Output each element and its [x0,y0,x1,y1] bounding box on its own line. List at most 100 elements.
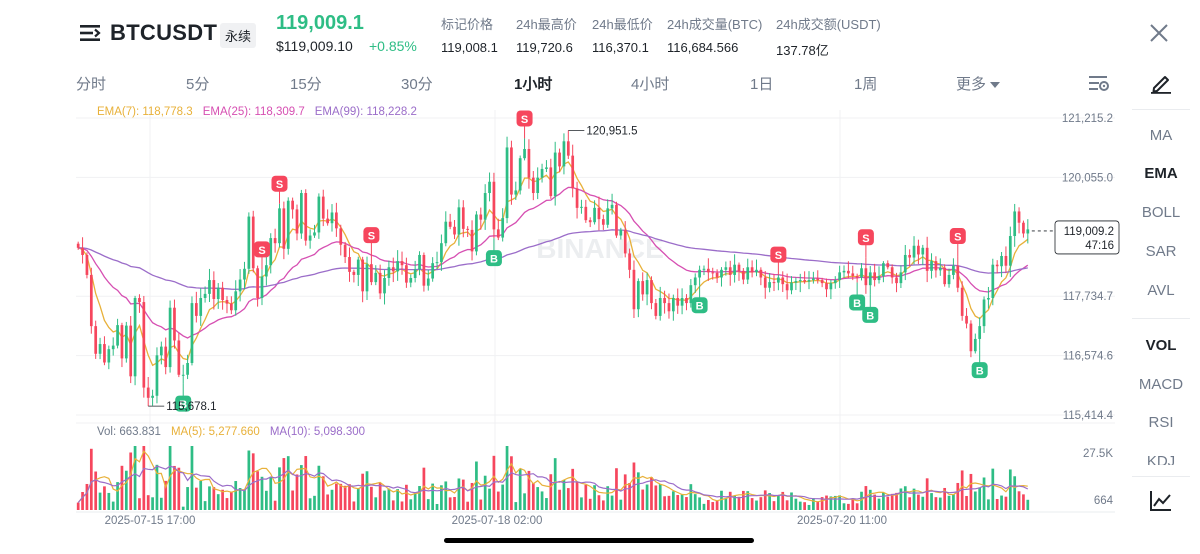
candle-body [693,277,697,286]
volume-bar [479,499,483,510]
volume-bar [396,489,400,510]
depth-chart-icon[interactable] [1149,490,1173,512]
candle-body [199,297,203,316]
chart-settings-icon[interactable] [1088,73,1110,93]
tab-5m[interactable]: 5分 [186,76,210,93]
candle-body [816,278,820,281]
candle-body [168,307,172,368]
candle-body [921,247,925,255]
tab-1d[interactable]: 1日 [750,76,774,93]
perpetual-badge: 永续 [220,23,257,48]
volume-bar [593,485,596,510]
volume-bar [111,501,115,510]
stat-value: 116,684.566 [667,40,739,55]
volume-bar [820,497,824,510]
volume-bar [225,498,229,510]
candle-body [706,268,710,273]
candle-body [85,254,89,275]
volume-bar [536,487,540,510]
menu-icon[interactable] [80,24,102,42]
tab-4h[interactable]: 4小时 [631,76,670,93]
volume-bar [243,489,246,510]
stat-label: 24h成交量(BTC) [667,17,763,32]
candle-body [689,285,693,304]
candle-body [304,193,308,241]
tab-15m[interactable]: 15分 [290,76,322,93]
volume-bar [461,479,465,510]
tab-30m[interactable]: 30分 [401,76,433,93]
draw-pen-icon[interactable] [1150,72,1172,94]
indicator-kdj[interactable]: KDJ [1146,453,1176,465]
volume-bar [610,495,614,510]
candle-body [186,363,189,375]
candles [76,130,1030,407]
price-tick-label: 120,055.0 [1062,172,1113,184]
volume-bar [706,500,710,510]
volume-bar [545,498,548,510]
close-icon[interactable] [1148,22,1170,44]
candle-body [952,265,955,275]
indicator-avl[interactable]: AVL [1147,282,1175,299]
marker-badge [363,227,380,244]
candle-body [370,264,373,283]
ema-legend-item: EMA(7): 118,778.3 [97,106,193,118]
candle-body [111,345,115,350]
volume-bar [1017,491,1021,510]
candle-body [326,218,329,224]
volume-bar [654,485,658,510]
volume-bar [890,493,894,510]
stat-24h-volume-btc: 24h成交量(BTC) 116,684.566 [667,14,762,55]
candle-body [562,141,566,167]
candle-body [247,216,251,269]
candle-body [483,193,487,220]
candle-body [702,268,706,270]
tab-1w[interactable]: 1周 [854,76,878,93]
marker-letter: S [775,250,782,262]
volume-bar [571,468,575,510]
volume-bar [588,498,592,510]
volume-bar [912,488,916,510]
tab-time-sharing[interactable]: 分时 [76,76,107,93]
candle-body [181,374,185,376]
low-label: 115,678.1 [166,401,216,413]
candle-body [1013,211,1017,237]
volume-bar [295,474,299,510]
volume-bar [882,492,885,510]
stat-mark-price: 标记价格 119,008.1 [441,14,498,55]
header: BTCUSDT 永续 119,009.1 $119,009.10 +0.85% … [0,0,1200,62]
candle-body [265,265,268,277]
indicator-sar[interactable]: SAR [1145,243,1177,260]
indicator-ema[interactable]: EMA [1144,165,1178,182]
volume-bar [387,488,391,510]
volume-bar [313,495,316,510]
candle-body [321,196,325,219]
marker-letter: S [276,179,283,191]
candle-body [606,208,610,225]
indicator-rsi[interactable]: RSI [1148,414,1174,431]
candle-body [361,259,364,292]
indicator-ma[interactable]: MA [1149,127,1173,144]
indicator-macd[interactable]: MACD [1138,376,1184,393]
volume-bar [194,487,198,510]
marker-badge [857,229,874,246]
candle-body [356,259,360,275]
candle-body [807,280,811,282]
tab-1h[interactable]: 1小时 [514,76,553,93]
candle-body [155,355,159,396]
candle-body [317,196,321,233]
sell-marker: S [857,229,874,258]
candle-body [159,346,163,356]
candle-body [203,293,207,298]
candle-body [917,245,920,255]
indicator-boll[interactable]: BOLL [1141,204,1181,221]
tab-more[interactable]: 更多 [956,73,1001,94]
indicator-vol[interactable]: VOL [1145,337,1177,354]
symbol-title[interactable]: BTCUSDT [110,20,218,45]
candle-body [475,214,478,252]
candle-body [571,155,575,189]
candle-body [400,261,404,266]
candle-body [470,229,474,252]
candle-body [755,269,758,273]
volume-bar [418,486,421,510]
